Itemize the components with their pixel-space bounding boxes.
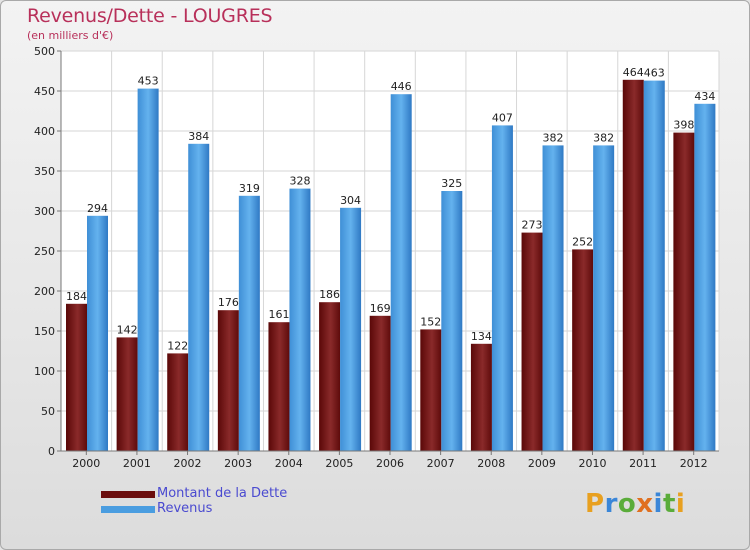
data-label-revenue: 319 (239, 182, 260, 195)
bar-debt (116, 337, 138, 451)
brand-logo-letter: r (604, 489, 618, 519)
brand-logo-letter: o (617, 489, 637, 519)
data-label-revenue: 382 (593, 131, 614, 144)
x-tick-label: 2008 (477, 457, 505, 470)
bar-debt (369, 315, 391, 451)
x-tick-label: 2007 (427, 457, 455, 470)
data-label-revenue: 453 (138, 75, 159, 88)
data-label-revenue: 325 (441, 177, 462, 190)
x-tick-label: 2002 (174, 457, 202, 470)
brand-logo-letter: i (653, 489, 663, 519)
bar-debt (66, 303, 87, 451)
bar-debt (470, 343, 492, 451)
data-label-debt: 273 (522, 219, 543, 232)
x-tick-label: 2010 (578, 457, 606, 470)
bar-debt (420, 329, 442, 451)
bar-debt (217, 310, 239, 451)
bar-debt (572, 249, 594, 451)
brand-logo-letter: t (662, 489, 676, 519)
y-tick-label: 200 (34, 285, 55, 298)
x-tick-label: 2006 (376, 457, 404, 470)
y-tick-label: 50 (41, 405, 55, 418)
bar-revenue (238, 195, 260, 451)
bar-revenue (491, 125, 513, 452)
bar-revenue (87, 215, 108, 451)
data-label-debt: 184 (66, 290, 87, 303)
bar-debt (319, 302, 341, 451)
data-label-debt: 176 (218, 296, 239, 309)
data-label-debt: 398 (673, 119, 694, 132)
data-label-revenue: 407 (492, 111, 513, 124)
x-tick-label: 2005 (325, 457, 353, 470)
legend-label-revenue: Revenus (157, 501, 213, 516)
bar-revenue (340, 207, 362, 451)
y-tick-label: 350 (34, 165, 55, 178)
brand-logo-letter: x (636, 489, 654, 519)
legend-swatch-revenue (101, 506, 155, 513)
legend-label-debt: Montant de la Dette (157, 486, 288, 501)
y-tick-label: 150 (34, 325, 55, 338)
bar-revenue (188, 143, 210, 452)
y-tick-label: 500 (34, 45, 55, 58)
data-label-debt: 152 (420, 315, 441, 328)
data-label-revenue: 384 (188, 130, 209, 143)
data-label-debt: 161 (268, 308, 289, 321)
bar-revenue (643, 80, 665, 451)
chart-title: Revenus/Dette - LOUGRES (27, 5, 273, 27)
data-label-revenue: 294 (87, 202, 108, 215)
bar-revenue (593, 145, 615, 451)
brand-logo-letter: P (585, 489, 605, 519)
y-tick-label: 0 (48, 445, 55, 458)
legend-swatch-debt (101, 491, 155, 498)
bar-revenue (289, 188, 311, 451)
bar-revenue (542, 145, 564, 451)
labels-layer: 184 294 142 453 122 384 176 319 161 328 186 304 169 4… (66, 66, 715, 353)
data-label-revenue: 446 (391, 80, 412, 93)
x-tick-label: 2004 (275, 457, 303, 470)
bar-debt (268, 322, 290, 451)
y-tick-label: 400 (34, 125, 55, 138)
bar-debt (673, 132, 695, 451)
y-tick-label: 300 (34, 205, 55, 218)
x-tick-label: 2011 (629, 457, 657, 470)
data-label-revenue: 434 (694, 90, 715, 103)
bar-debt (521, 232, 543, 451)
bar-debt (622, 79, 644, 452)
x-tick-label: 2001 (123, 457, 151, 470)
brand-logo-letter: i (675, 489, 686, 519)
data-label-debt: 186 (319, 288, 340, 301)
bar-revenue (137, 88, 159, 451)
bar-revenue (390, 94, 412, 451)
data-label-debt: 464 (623, 66, 644, 79)
chart-subtitle: (en milliers d'€) (27, 29, 114, 42)
bar-debt (167, 353, 189, 451)
axes-layer: 0 50 100 150 200 250 300 350 400 450 500 2000 2001 20… (34, 45, 719, 470)
data-label-debt: 142 (117, 323, 138, 336)
data-label-revenue: 463 (644, 67, 665, 80)
data-label-debt: 169 (370, 302, 391, 315)
x-tick-label: 2003 (224, 457, 252, 470)
bar-revenue (441, 191, 463, 451)
bars-layer (66, 79, 716, 452)
x-tick-label: 2012 (680, 457, 708, 470)
x-tick-label: 2009 (528, 457, 556, 470)
y-tick-label: 250 (34, 245, 55, 258)
brand-logo: Proxiti (585, 489, 685, 519)
data-label-debt: 122 (167, 339, 188, 352)
y-tick-label: 100 (34, 365, 55, 378)
data-label-revenue: 382 (543, 131, 564, 144)
data-label-debt: 134 (471, 330, 492, 343)
data-label-debt: 252 (572, 235, 593, 248)
data-label-revenue: 304 (340, 194, 361, 207)
data-label-revenue: 328 (289, 175, 310, 188)
y-tick-label: 450 (34, 85, 55, 98)
bar-revenue (694, 103, 716, 452)
x-tick-label: 2000 (72, 457, 100, 470)
